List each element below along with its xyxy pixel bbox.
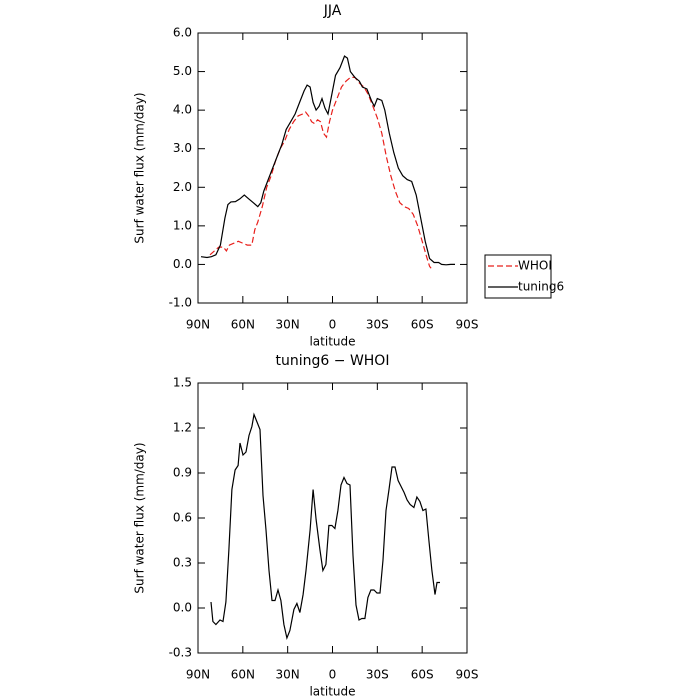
y-tick-label: 1.5 bbox=[173, 376, 192, 390]
y-axis-label: Surf water flux (mm/day) bbox=[133, 442, 147, 593]
y-tick-label: 1.0 bbox=[173, 218, 192, 232]
x-tick-label: 90S bbox=[456, 668, 479, 682]
x-axis-label: latitude bbox=[309, 685, 355, 699]
y-tick-label: 0.3 bbox=[173, 556, 192, 570]
y-tick-label: 5.0 bbox=[173, 64, 192, 78]
plot-frame bbox=[197, 32, 468, 304]
data-line bbox=[200, 55, 455, 266]
legend-label: tuning6 bbox=[518, 280, 564, 294]
x-tick-label: 30S bbox=[366, 668, 389, 682]
chart-title: JJA bbox=[323, 3, 342, 19]
x-tick-label: 60S bbox=[411, 668, 434, 682]
x-tick-label: 90N bbox=[186, 668, 210, 682]
x-tick-label: 90S bbox=[456, 318, 479, 332]
y-tick-label: 0.0 bbox=[173, 601, 192, 615]
y-tick-label: 6.0 bbox=[173, 26, 192, 40]
y-tick-label: 0.6 bbox=[173, 511, 192, 525]
x-tick-label: 60N bbox=[231, 668, 255, 682]
x-tick-label: 0 bbox=[329, 668, 337, 682]
data-line bbox=[210, 412, 440, 641]
x-tick-label: 90N bbox=[186, 318, 210, 332]
y-tick-label: -1.0 bbox=[169, 296, 192, 310]
y-tick-label: 4.0 bbox=[173, 103, 192, 117]
y-tick-label: 2.0 bbox=[173, 180, 192, 194]
legend-label: WHOI bbox=[518, 259, 552, 273]
x-tick-label: 60N bbox=[231, 318, 255, 332]
y-tick-label: 0.9 bbox=[173, 466, 192, 480]
y-tick-label: -0.3 bbox=[169, 646, 192, 660]
x-tick-label: 60S bbox=[411, 318, 434, 332]
data-line bbox=[209, 76, 432, 269]
y-tick-label: 0.0 bbox=[173, 257, 192, 271]
y-tick-label: 3.0 bbox=[173, 141, 192, 155]
x-tick-label: 0 bbox=[329, 318, 337, 332]
y-axis-label: Surf water flux (mm/day) bbox=[133, 92, 147, 243]
legend-box bbox=[484, 254, 552, 299]
x-tick-label: 30N bbox=[276, 318, 300, 332]
x-tick-label: 30N bbox=[276, 668, 300, 682]
y-tick-label: 1.2 bbox=[173, 421, 192, 435]
x-tick-label: 30S bbox=[366, 318, 389, 332]
x-axis-label: latitude bbox=[309, 335, 355, 349]
chart-title: tuning6 − WHOI bbox=[276, 353, 390, 369]
